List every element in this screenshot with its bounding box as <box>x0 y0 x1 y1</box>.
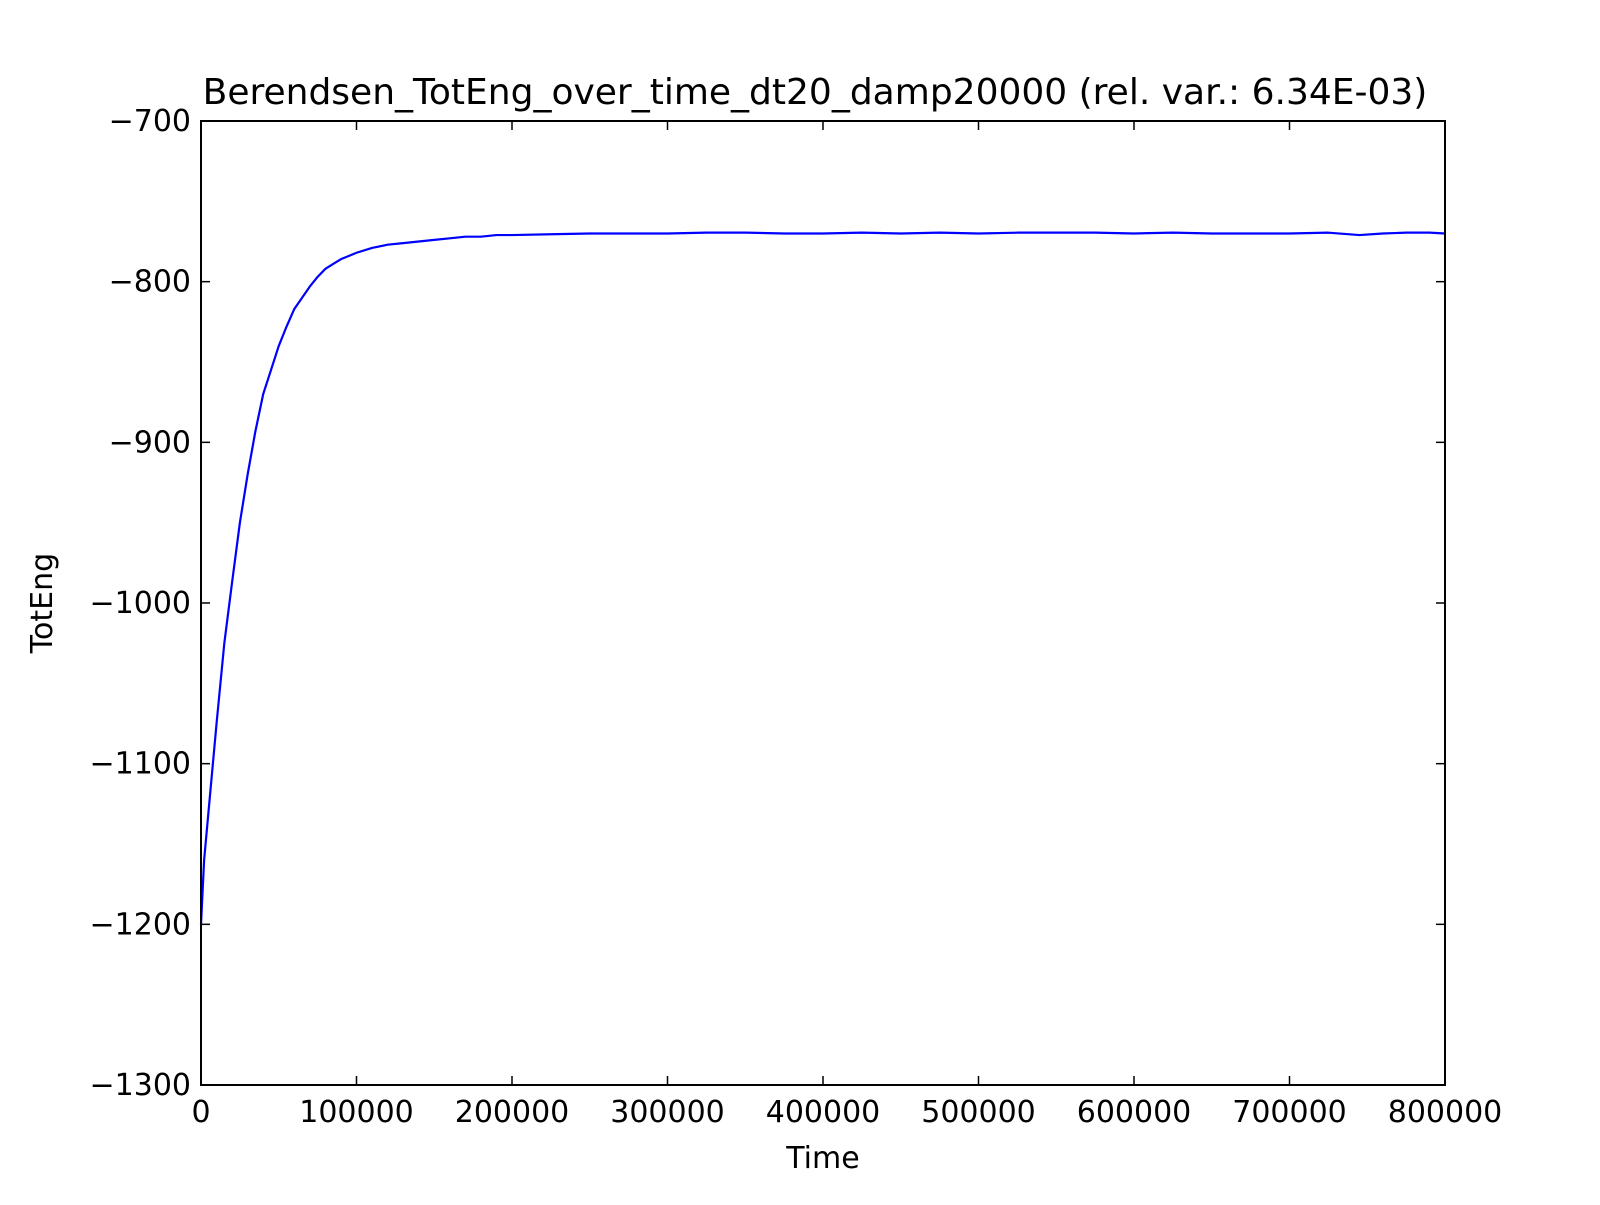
x-tick-label: 100000 <box>299 1095 414 1130</box>
plot-frame <box>200 120 1446 1086</box>
x-tick-label: 600000 <box>1077 1095 1192 1130</box>
y-tick-label: −1200 <box>90 907 191 942</box>
y-tick-label: −1300 <box>90 1068 191 1103</box>
x-tick-label: 0 <box>191 1095 210 1130</box>
series-layer <box>199 231 1446 925</box>
y-tick-label: −800 <box>109 265 191 300</box>
ticks-layer: 0 100000 200000 300000 400000 500000 600000 700… <box>90 104 1503 1130</box>
x-tick-label: 500000 <box>921 1095 1036 1130</box>
y-tick-label: −1000 <box>90 586 191 621</box>
y-tick-label: −700 <box>109 104 191 139</box>
y-axis-label: TotEng <box>25 553 60 654</box>
y-tick-label: −900 <box>109 425 191 460</box>
x-axis-label: Time <box>785 1141 859 1176</box>
chart-title: Berendsen_TotEng_over_time_dt20_damp2000… <box>203 72 1428 113</box>
x-tick-label: 700000 <box>1232 1095 1347 1130</box>
x-tick-label: 300000 <box>610 1095 725 1130</box>
x-tick-label: 200000 <box>455 1095 570 1130</box>
x-tick-label: 800000 <box>1388 1095 1503 1130</box>
x-tick-label: 400000 <box>766 1095 881 1130</box>
y-tick-label: −1100 <box>90 747 191 782</box>
series-line-0 <box>199 231 1446 925</box>
